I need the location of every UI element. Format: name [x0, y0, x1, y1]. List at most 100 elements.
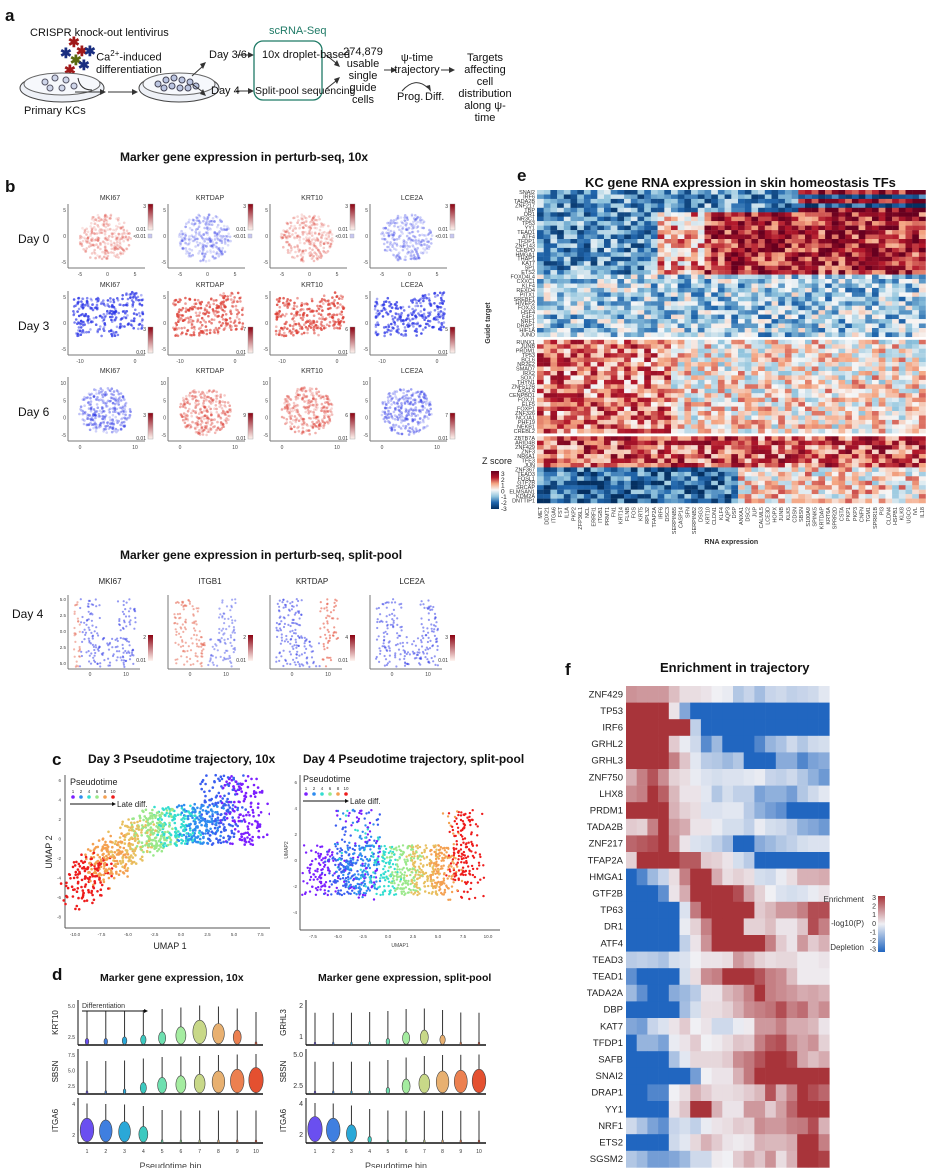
umap-point	[211, 418, 214, 422]
petri-dish-icon	[19, 72, 105, 103]
umap-point	[189, 306, 192, 310]
umap-point	[279, 627, 282, 630]
panel-c-right-title: Day 4 Pseudotime trajectory, split-pool	[303, 752, 525, 766]
umap-point	[81, 303, 85, 306]
umap-point	[203, 414, 207, 417]
umap-point	[405, 393, 409, 397]
umap-point	[381, 620, 384, 623]
umap-point	[317, 306, 320, 310]
umap-point	[223, 651, 226, 654]
umap-point	[180, 603, 183, 606]
umap-point	[83, 395, 86, 399]
umap-point	[238, 321, 241, 324]
umap-point	[91, 303, 94, 306]
umap-point	[322, 249, 325, 253]
umap-point	[285, 312, 288, 316]
umap-point	[317, 232, 321, 236]
umap-point	[122, 249, 125, 252]
cell-point	[156, 849, 159, 853]
umap-point	[192, 614, 195, 617]
cell-point	[185, 832, 188, 835]
umap-point	[312, 314, 316, 317]
x-tick: 10	[123, 672, 129, 677]
cell-point	[170, 815, 173, 819]
colorbar-max: 9	[243, 413, 246, 419]
umap-point	[199, 306, 203, 310]
umap-point	[236, 313, 239, 316]
umap-point	[288, 415, 292, 418]
umap-point	[294, 632, 297, 635]
umap-point	[418, 662, 421, 665]
umap-point	[398, 603, 401, 606]
umap-point	[223, 632, 226, 635]
umap-point	[404, 416, 407, 420]
umap-point	[289, 398, 293, 401]
umap-point	[210, 399, 214, 402]
umap-point	[299, 388, 302, 392]
umap-point	[323, 299, 327, 302]
umap-point	[374, 315, 378, 318]
umap-point	[196, 645, 199, 648]
umap-point	[308, 644, 311, 647]
umap-point	[220, 407, 224, 410]
umap-point	[118, 222, 121, 225]
umap-point	[224, 318, 227, 321]
umap-point	[113, 254, 116, 257]
cell-point	[180, 806, 184, 810]
umap-point	[431, 645, 434, 648]
umap-point	[91, 243, 94, 247]
umap-point	[326, 609, 329, 612]
umap-point	[206, 226, 209, 229]
umap-point	[222, 659, 225, 662]
umap-point	[226, 649, 229, 652]
umap-point	[224, 324, 228, 328]
umap-point	[422, 312, 426, 316]
umap-point	[419, 251, 423, 254]
y-tick: 6	[58, 778, 61, 783]
umap-point	[108, 228, 112, 231]
umap-point	[188, 238, 191, 242]
umap-point	[226, 235, 229, 238]
umap-point	[208, 227, 211, 230]
umap-point	[295, 236, 299, 239]
umap-point	[197, 645, 200, 648]
cell-point	[91, 901, 94, 905]
umap-point	[185, 394, 188, 398]
umap-point	[308, 232, 312, 235]
cell-point	[216, 819, 220, 822]
umap-point	[337, 305, 340, 309]
umap-point	[295, 598, 298, 601]
umap-point	[296, 650, 299, 653]
umap-point	[122, 315, 126, 319]
umap-point	[301, 398, 304, 401]
umap-point	[100, 399, 104, 402]
umap-point	[396, 418, 400, 422]
umap-point	[333, 626, 336, 629]
cells-count: 274,879	[343, 46, 383, 58]
day-label: Day 6	[18, 405, 50, 419]
umap-point	[194, 430, 198, 434]
cell-point	[180, 818, 183, 821]
umap-point	[311, 248, 314, 252]
umap-point	[281, 601, 284, 604]
umap-point	[226, 410, 230, 414]
cell-point	[102, 847, 105, 850]
umap-point	[393, 316, 397, 319]
umap-point	[414, 241, 418, 245]
umap-point	[215, 644, 218, 647]
umap-point	[218, 249, 222, 253]
umap-point	[418, 408, 421, 412]
umap-point	[327, 397, 330, 400]
umap-point	[121, 297, 124, 301]
umap-point	[291, 324, 295, 328]
umap-point	[310, 645, 313, 648]
umap-point	[386, 406, 389, 410]
umap-point	[194, 403, 198, 407]
umap-point	[294, 231, 297, 235]
umap-point	[194, 652, 197, 655]
umap-point	[393, 418, 397, 421]
umap-point	[397, 432, 401, 435]
umap-point	[200, 636, 203, 639]
umap-point	[186, 243, 189, 246]
below-threshold-swatch	[349, 233, 355, 239]
